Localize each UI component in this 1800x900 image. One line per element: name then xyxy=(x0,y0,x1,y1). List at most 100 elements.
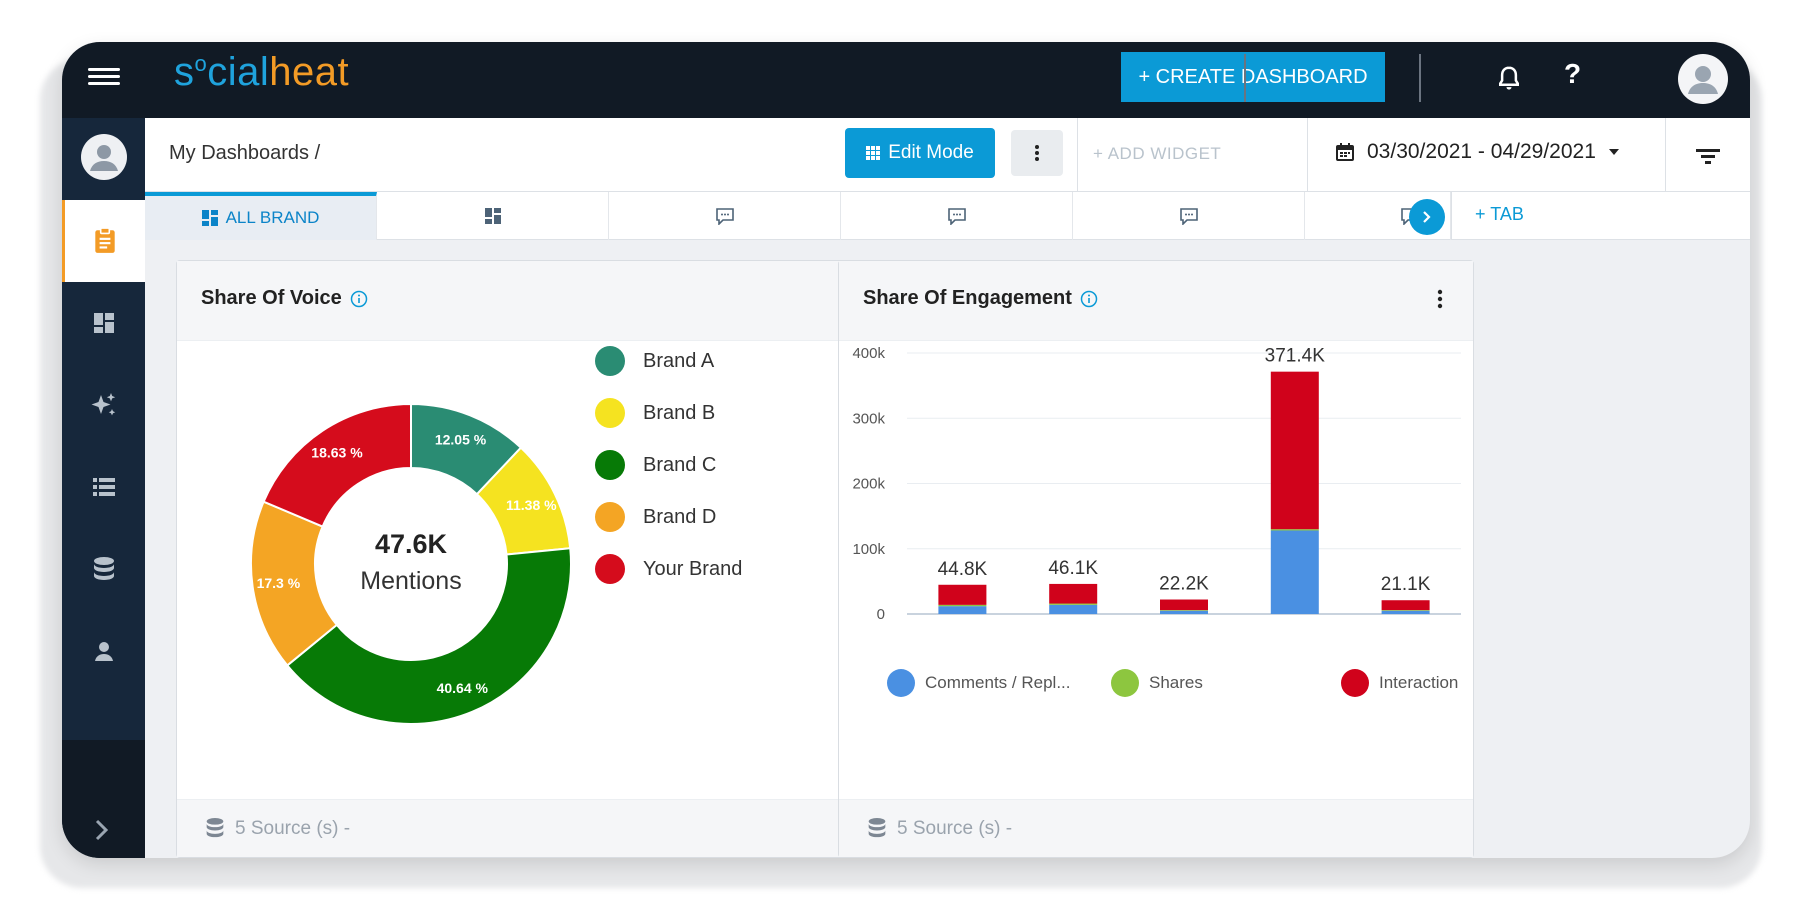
legend-item-your-brand[interactable]: Your Brand xyxy=(595,554,742,584)
more-options-button[interactable] xyxy=(1011,130,1063,176)
sidebar-item-reports[interactable] xyxy=(62,200,145,282)
donut-slice-label: 12.05 % xyxy=(435,431,487,447)
sidebar-item-users[interactable] xyxy=(62,610,145,692)
legend-label: Interaction xyxy=(1379,673,1459,692)
bar-segment-interaction[interactable] xyxy=(1160,599,1208,611)
legend-item-brand-c[interactable]: Brand C xyxy=(595,450,716,480)
user-avatar[interactable] xyxy=(1678,54,1728,104)
stacked-bar-chart: 0 100k 200k 300k 400k 44.8K 46.1K 22.2K 371.4K 2… xyxy=(852,345,1461,623)
bar-segment-comments-repl[interactable] xyxy=(1381,610,1430,614)
divider xyxy=(1244,54,1246,102)
bar-segment-shares[interactable] xyxy=(1381,610,1430,611)
add-widget-button[interactable]: + ADD WIDGET xyxy=(1093,144,1222,163)
donut-slice-brand-c[interactable] xyxy=(285,547,572,725)
calendar-icon xyxy=(1336,143,1354,161)
bar-segment-comments-repl[interactable] xyxy=(1160,610,1208,614)
sidebar-item-dashboards[interactable] xyxy=(62,282,145,364)
chevron-right-icon xyxy=(1423,211,1431,223)
list-icon xyxy=(92,478,115,496)
donut-chart: 12.05 % 11.38 % 40.64 % 17.3 % 18.63 % 47.6K… xyxy=(250,402,572,725)
chat-icon xyxy=(947,208,966,225)
widget-title-text: Share Of Voice xyxy=(201,287,342,309)
info-icon[interactable] xyxy=(1080,290,1098,308)
bar-segment-interaction[interactable] xyxy=(1049,583,1098,604)
widget-title: Share Of Voice xyxy=(201,287,368,310)
tab-conversation-2[interactable] xyxy=(841,192,1073,240)
legend-label: Comments / Repl... xyxy=(925,673,1071,692)
breadcrumb[interactable]: My Dashboards / xyxy=(169,142,321,164)
legend-label: Brand C xyxy=(643,453,717,476)
bar-segment-shares[interactable] xyxy=(938,604,987,607)
hamburger-menu-icon[interactable] xyxy=(88,64,120,96)
add-tab-button[interactable]: + TAB xyxy=(1475,204,1524,224)
bar-total-label: 21.1K xyxy=(1381,574,1431,595)
chevron-right-icon[interactable] xyxy=(92,818,112,842)
sidebar-item-data[interactable] xyxy=(62,528,145,610)
sidebar-footer xyxy=(62,740,145,858)
bar-segment-shares[interactable] xyxy=(1049,603,1098,605)
legend-label: Shares xyxy=(1149,673,1203,692)
legend-swatch xyxy=(595,398,625,428)
source-count[interactable]: 5 Source (s) - xyxy=(897,818,1013,839)
y-tick-label: 400k xyxy=(852,345,885,362)
chat-icon xyxy=(715,208,734,225)
filter-icon[interactable] xyxy=(1693,144,1723,168)
database-icon xyxy=(206,818,224,838)
legend-item-brand-d[interactable]: Brand D xyxy=(595,502,716,532)
bar-segment-interaction[interactable] xyxy=(1270,371,1319,530)
tab-conversation-3[interactable] xyxy=(1073,192,1305,240)
socialheat-logo: socialheat xyxy=(174,50,350,94)
info-icon[interactable] xyxy=(350,290,368,308)
tab-dashboard[interactable] xyxy=(377,192,609,240)
sparkle-icon xyxy=(91,393,115,416)
share-of-voice-widget: Share Of Voice 12.05 % 11.38 % 40.64 % 17.3… xyxy=(176,260,912,858)
tabs-scroll-right-button[interactable] xyxy=(1409,199,1445,235)
caret-down-icon xyxy=(1608,149,1619,155)
sidebar-item-lists[interactable] xyxy=(62,446,145,528)
donut-slice-your-brand[interactable] xyxy=(262,402,412,528)
source-count[interactable]: 5 Source (s) - xyxy=(235,818,351,839)
bar-segment-comments-repl[interactable] xyxy=(1049,604,1098,614)
legend-item-comments-repl[interactable]: Comments / Repl... xyxy=(887,669,1071,697)
legend-item-interaction[interactable]: Interaction xyxy=(1341,669,1458,697)
donut-slice-label: 17.3 % xyxy=(257,575,301,591)
donut-slice-label: 11.38 % xyxy=(506,497,557,513)
create-dashboard-button[interactable]: + CREATE DASHBOARD xyxy=(1121,52,1385,102)
y-tick-label: 0 xyxy=(877,606,885,623)
edit-mode-button[interactable]: Edit Mode xyxy=(845,128,995,178)
divider xyxy=(1077,118,1078,192)
database-icon xyxy=(93,557,114,580)
tab-conversation-1[interactable] xyxy=(609,192,841,240)
user-icon xyxy=(1688,66,1718,94)
bar-segment-interaction[interactable] xyxy=(1381,600,1430,611)
grid-icon xyxy=(866,146,881,160)
bar-segment-comments-repl[interactable] xyxy=(1270,530,1319,614)
app-window: socialheat + CREATE DASHBOARD ? xyxy=(62,42,1750,858)
help-icon[interactable]: ? xyxy=(1564,58,1582,89)
dashboard-tabs: ALL BRAND xyxy=(145,192,1750,240)
bar-segment-shares[interactable] xyxy=(1270,529,1319,531)
widget-header: Share Of Voice xyxy=(177,261,911,341)
widget-title: Share Of Engagement xyxy=(863,287,1098,310)
sidebar-avatar[interactable] xyxy=(81,134,127,180)
legend-item-brand-a[interactable]: Brand A xyxy=(595,346,714,376)
date-range-picker[interactable]: 03/30/2021 - 04/29/2021 xyxy=(1335,140,1620,164)
donut-slice-label: 40.64 % xyxy=(437,680,489,696)
widget-footer: 5 Source (s) - xyxy=(177,799,911,857)
widget-menu-icon[interactable] xyxy=(1437,289,1443,309)
bar-segment-shares[interactable] xyxy=(1160,610,1208,611)
bar-segment-interaction[interactable] xyxy=(938,584,987,605)
sidebar-item-insights[interactable] xyxy=(62,364,145,446)
donut-center-label: Mentions xyxy=(360,567,461,595)
legend-swatch xyxy=(1111,669,1139,697)
donut-center-value: 47.6K xyxy=(375,529,448,559)
bar-total-label: 22.2K xyxy=(1159,574,1209,595)
legend-item-shares[interactable]: Shares xyxy=(1111,669,1203,697)
bar-segment-comments-repl[interactable] xyxy=(938,606,987,614)
date-range-value: 03/30/2021 - 04/29/2021 xyxy=(1367,140,1596,163)
legend-item-brand-b[interactable]: Brand B xyxy=(595,398,715,428)
legend-swatch xyxy=(595,346,625,376)
bell-icon[interactable] xyxy=(1494,62,1524,96)
legend-label: Brand B xyxy=(643,401,716,424)
tab-all-brand[interactable]: ALL BRAND xyxy=(145,192,377,240)
